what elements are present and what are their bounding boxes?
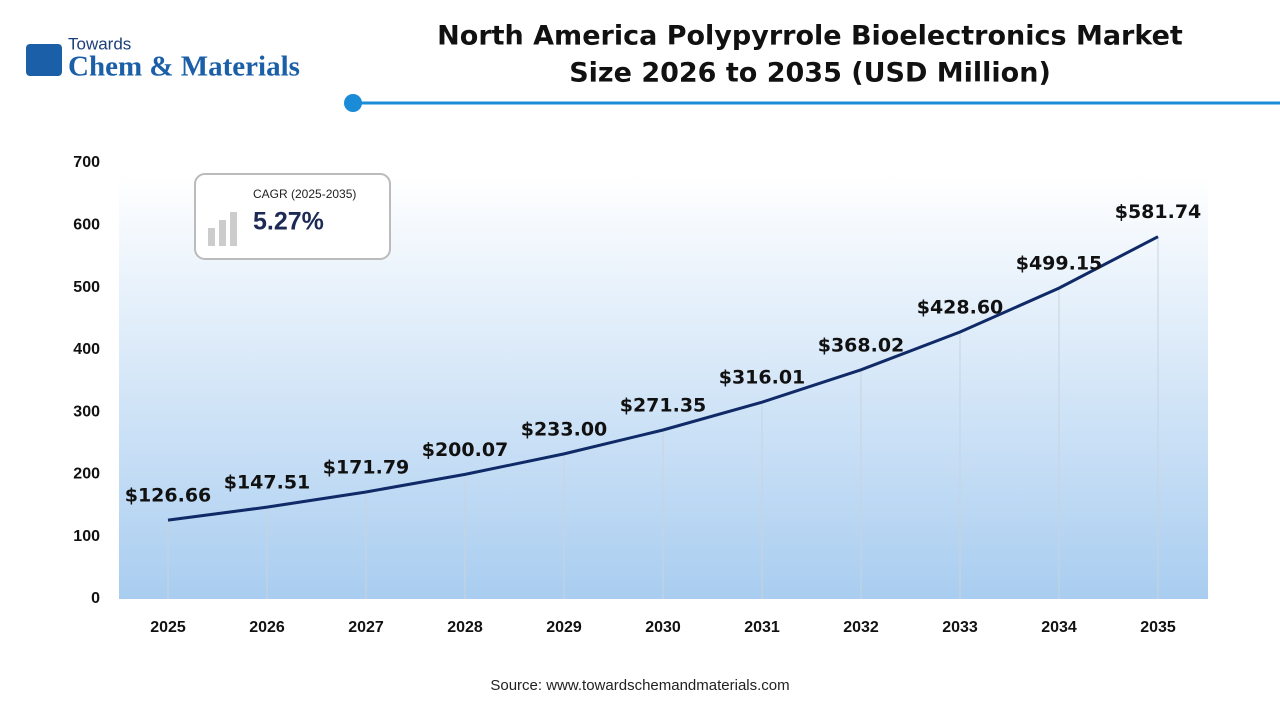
x-tick-label: 2030: [645, 619, 681, 636]
logo-top: Towards: [68, 34, 131, 53]
x-tick-label: 2035: [1140, 619, 1176, 636]
x-tick-label: 2027: [348, 619, 384, 636]
chart-title: North America Polypyrrole Bioelectronics…: [437, 21, 1183, 52]
y-tick-label: 500: [73, 279, 100, 296]
header-dot: [344, 94, 362, 112]
y-tick-label: 700: [73, 154, 100, 171]
line: [167, 235, 1159, 522]
data-label: $428.60: [917, 297, 1004, 319]
data-label: $581.74: [1115, 201, 1202, 223]
y-tick-label: 200: [73, 466, 100, 483]
data-label: $126.66: [125, 485, 212, 507]
data-label: $368.02: [818, 334, 905, 356]
x-tick-label: 2031: [744, 619, 780, 636]
logo: Towards Chem & Materials: [26, 34, 300, 83]
chart-title: Size 2026 to 2035 (USD Million): [569, 58, 1051, 89]
data-label: $271.35: [620, 394, 707, 416]
cagr-box: CAGR (2025-2035) 5.27%: [194, 173, 391, 260]
y-tick-label: 100: [73, 528, 100, 545]
x-tick-label: 2028: [447, 619, 483, 636]
logo-name: Chem & Materials: [68, 51, 300, 83]
y-tick-label: 600: [73, 217, 100, 234]
data-label: $316.01: [719, 367, 806, 389]
logo-icon: [26, 44, 62, 76]
data-label: $200.07: [422, 439, 509, 461]
x-tick-label: 2034: [1041, 619, 1077, 636]
x-tick-label: 2026: [249, 619, 285, 636]
data-label: $147.51: [224, 472, 311, 494]
y-tick-label: 0: [91, 590, 100, 607]
cagr-icon: [208, 228, 215, 246]
source: Source: www.towardschemandmaterials.com: [490, 677, 789, 694]
cagr-value: 5.27%: [253, 208, 324, 236]
cagr-frame: [194, 173, 391, 260]
data-label: $499.15: [1016, 253, 1103, 275]
x-tick-label: 2025: [150, 619, 186, 636]
x-tick-label: 2029: [546, 619, 582, 636]
y-tick-label: 300: [73, 403, 100, 420]
cagr-label: CAGR (2025-2035): [253, 187, 356, 201]
x-tick-label: 2032: [843, 619, 879, 636]
cagr-icon: [230, 212, 237, 246]
y-tick-label: 400: [73, 341, 100, 358]
data-label: $233.00: [521, 418, 608, 440]
data-label: $171.79: [323, 456, 410, 478]
x-tick-label: 2033: [942, 619, 978, 636]
cagr-icon: [219, 220, 226, 246]
